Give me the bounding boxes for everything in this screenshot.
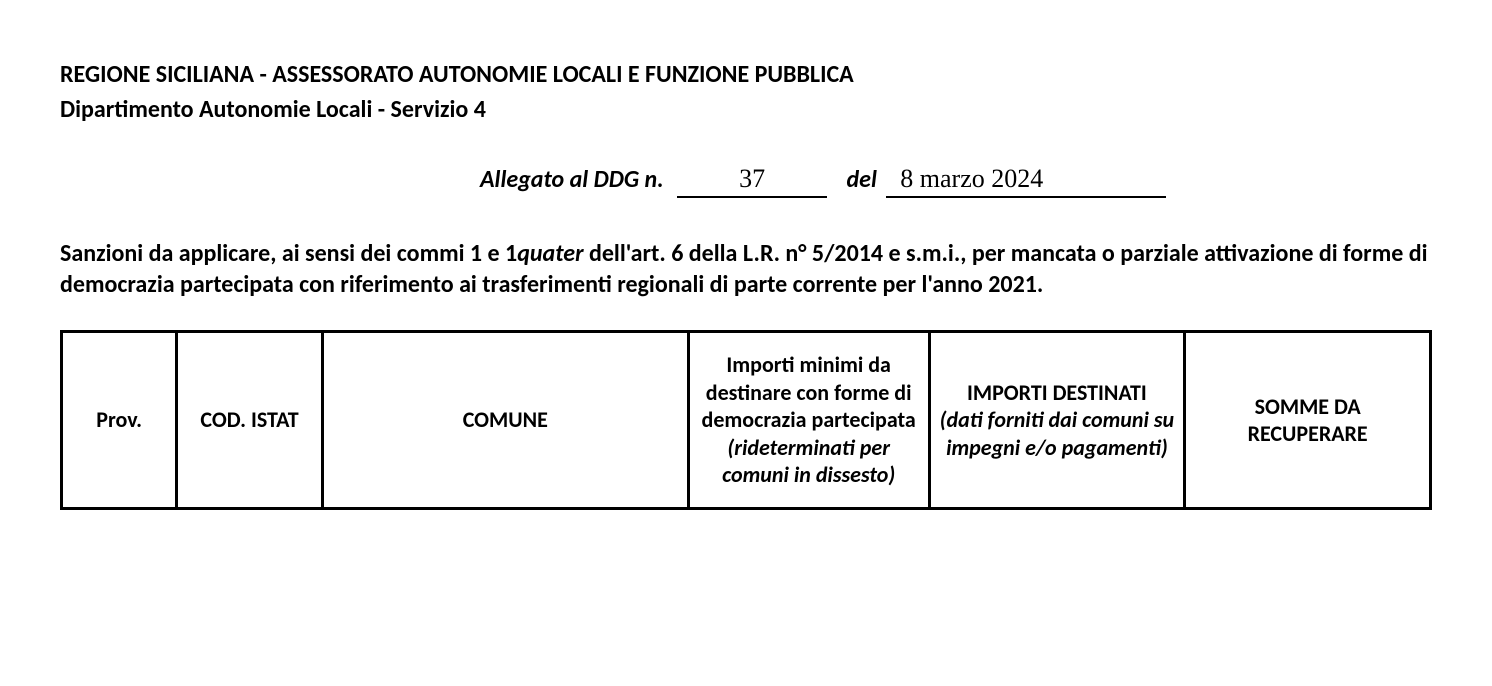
allegato-label: Allegato al DDG n. — [480, 165, 664, 194]
description-part1: Sanzioni da applicare, ai sensi dei comm… — [60, 239, 517, 268]
col-header-importi-minimi: Importi minimi da destinare con forme di… — [688, 332, 929, 509]
col-header-importi-destinati-main: IMPORTI DESTINATI — [967, 379, 1147, 406]
description-paragraph: Sanzioni da applicare, ai sensi dei comm… — [60, 238, 1430, 300]
allegato-del-label: del — [847, 165, 877, 194]
allegato-date-value: 8 marzo 2024 — [886, 164, 1166, 198]
sanctions-table: Prov. COD. ISTAT COMUNE Importi minimi d… — [60, 330, 1432, 510]
col-header-importi-destinati-sub: (dati forniti dai comuni su impegni e/o … — [939, 406, 1176, 461]
description-quater: quater — [517, 239, 583, 268]
col-header-importi-minimi-main: Importi minimi da destinare con forme di… — [702, 351, 916, 433]
allegato-reference-row: Allegato al DDG n. 37 del 8 marzo 2024 — [60, 164, 1432, 198]
header-region-line: REGIONE SICILIANA - ASSESSORATO AUTONOMI… — [60, 60, 1432, 89]
col-header-importi-minimi-sub: (rideterminati per comuni in dissesto) — [698, 434, 920, 489]
col-header-somme-recuperare: SOMME DA RECUPERARE — [1185, 332, 1431, 509]
header-department-line: Dipartimento Autonomie Locali - Servizio… — [60, 95, 1432, 124]
table-header-row: Prov. COD. ISTAT COMUNE Importi minimi d… — [62, 332, 1431, 509]
col-header-cod-istat: COD. ISTAT — [177, 332, 322, 509]
col-header-comune: COMUNE — [322, 332, 688, 509]
allegato-number-value: 37 — [677, 164, 827, 198]
col-header-prov: Prov. — [62, 332, 177, 509]
col-header-importi-destinati: IMPORTI DESTINATI (dati forniti dai comu… — [929, 332, 1185, 509]
